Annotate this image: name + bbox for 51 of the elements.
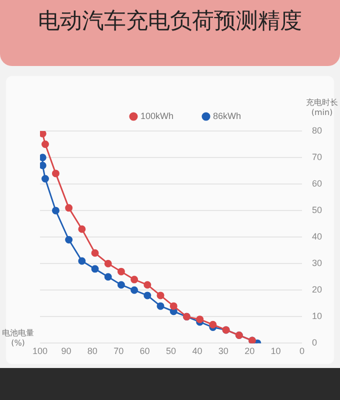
point [40,131,46,138]
y-tick-label: 50 [312,205,322,216]
x-tick-label: 80 [87,346,98,356]
point [104,273,112,281]
y-tick-label: 0 [312,338,318,348]
x-tick-label: 60 [140,346,150,356]
point [91,265,99,273]
y-axis-title: 充电时长 (min) [306,98,338,118]
point [117,268,125,276]
y-tick-label: 10 [312,311,322,322]
x-tick-label: 10 [270,346,281,356]
chart-title: 电动汽车充电负荷预测精度 [37,8,303,36]
x-tick-label: 40 [192,346,202,356]
point [65,204,73,212]
y-tick-label: 20 [312,284,322,295]
point [41,140,49,148]
point [156,302,164,310]
point [91,249,99,257]
point [104,260,112,268]
x-tick-label: 100 [32,346,48,356]
x-tick-label: 70 [114,346,124,356]
y-tick-label: 40 [312,232,322,242]
point [41,174,49,182]
point [144,281,152,289]
point [52,206,60,214]
legend-label: 100kWh [140,110,174,121]
y-tick-label: 60 [312,178,322,189]
x-tick-label: 20 [244,346,255,356]
x-tick-label: 50 [166,346,176,356]
point [40,154,46,162]
point [170,302,178,310]
y-tick-label: 80 [312,125,322,136]
y-tick-label: 30 [312,258,322,268]
point [78,257,86,265]
point [117,281,125,289]
point [40,162,46,170]
point [209,320,217,328]
x-tick-label: 0 [299,346,304,356]
x-axis-title: 电池电量 (%) [2,328,34,348]
point [130,276,138,284]
point [52,170,60,178]
legend-label: 86kWh [213,110,242,121]
x-tick-label: 90 [61,346,72,356]
point [144,292,152,300]
point [78,225,86,233]
point [130,286,138,294]
point [196,316,204,324]
x-tick-label: 30 [218,346,228,356]
point [156,292,164,300]
y-tick-label: 70 [312,152,322,162]
point [65,236,73,244]
